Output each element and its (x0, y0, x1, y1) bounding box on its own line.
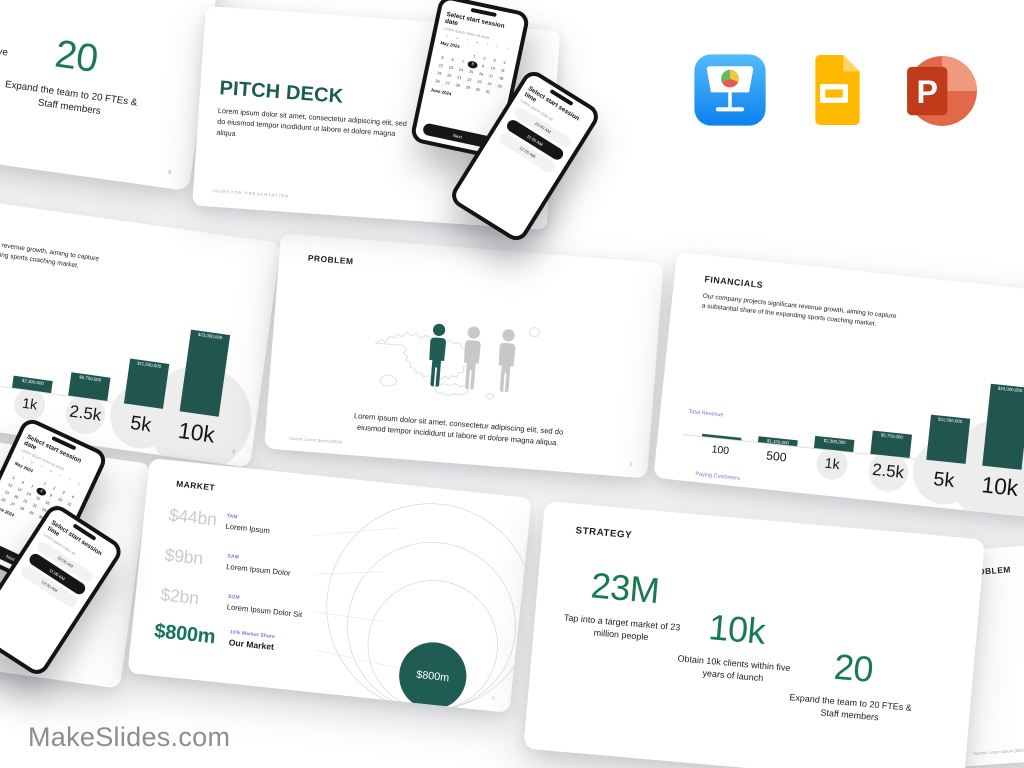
pitch-deck-footer: INVESTOR PRESENTATION (212, 188, 290, 199)
google-slides-icon[interactable] (806, 46, 862, 134)
x-tick-1k: 1k (823, 455, 841, 473)
x-tick-2.5k: 2.5k (68, 401, 103, 425)
source-note: Source: Lorem Ipsum (2024) (973, 747, 1024, 757)
svg-text:P: P (916, 74, 938, 110)
revenue-bar-500: $1,150,000 (758, 436, 798, 447)
revenue-bar-1k: $2,300,000 (814, 435, 855, 453)
stat-value: 20 (832, 646, 875, 690)
person-icon (463, 326, 481, 390)
revenue-bar-5k: $11,500,000 (926, 414, 971, 464)
pitch-deck-title: PITCH DECK (218, 76, 345, 108)
stat-caption: Tap into a target market of 23 million p… (563, 612, 681, 643)
revenue-bar-10k: $23,000,000 (982, 383, 1024, 470)
bar-value-label: $11,500,000 (136, 360, 162, 370)
revenue-bar-chart: 100 $1,150,000 500 $2,300,000 1k $5,750,000 2.… (653, 252, 1024, 520)
revenue-bar-1k: $2,300,000 (12, 375, 53, 394)
slide-card-problem[interactable]: PROBLEM Lorem ipsum d (264, 233, 664, 479)
calendar-day[interactable]: 31 (485, 89, 491, 95)
stat-value: 20 (52, 31, 101, 81)
source-note: Source: Lorem Ipsum (2024) (288, 435, 343, 445)
slide-card-market[interactable]: MARKET $44bn TAM Lorem Ipsum $9bn SAM Lo… (127, 458, 532, 713)
bubble-label: $800m (416, 669, 450, 684)
pitch-deck-subtitle: Lorem ipsum dolor sit amet, consectetur … (216, 106, 408, 138)
bar-value-label: $23,000,000 (997, 385, 1023, 394)
bar-value-label: $5,750,000 (78, 374, 102, 383)
makeslides-logo[interactable]: MakeSlides.com (28, 722, 231, 752)
person-icon (498, 329, 516, 393)
bar-value-label: $2,300,000 (823, 438, 846, 446)
stat-caption: Obtain 10k clients within five years of … (677, 653, 791, 684)
bar-value-label: $5,750,000 (880, 432, 904, 440)
slide-card-financials[interactable]: FINANCIALS Our company projects signific… (653, 252, 1024, 520)
stat-caption: Expand the team to 20 FTEs & Staff membe… (789, 692, 913, 723)
stat-value: 23M (589, 564, 661, 612)
stat-caption: Obtain 10k clients within five years of … (0, 30, 9, 59)
person-icon-highlighted (429, 323, 446, 387)
page-number: 9 (167, 169, 172, 176)
bar-value-label: $1,150,000 (766, 438, 790, 446)
revenue-bar-5k: $11,500,000 (123, 358, 170, 409)
page-number: 3 (629, 461, 633, 467)
calendar-day[interactable]: 25 (497, 84, 503, 89)
bar-value-label: $2,300,000 (21, 378, 45, 387)
powerpoint-icon[interactable]: P (895, 48, 981, 134)
weekday: S (505, 46, 510, 52)
audience-figures (420, 321, 523, 396)
slide-card-strategy[interactable]: STRATEGY 23M Tap into a target market of… (523, 501, 985, 768)
our-market-bubble (399, 642, 467, 710)
stat-caption: Expand the team to 20 FTEs & Staff membe… (4, 78, 138, 117)
x-tick-100: 100 (711, 443, 730, 457)
market-funnel-circles: $800m (313, 503, 532, 711)
slide-card-strategy-crop[interactable]: STRATEGY 23M Tap into a target market of… (0, 0, 227, 192)
revenue-bar-2.5k: $5,750,000 (870, 430, 912, 459)
revenue-bar-100 (701, 433, 742, 441)
page-number: 5 (492, 695, 495, 701)
stat-value: 10k (707, 606, 767, 652)
slide-title: PROBLEM (307, 253, 354, 267)
bar-value-label: $11,500,000 (937, 416, 963, 425)
bar-value-label: $23,000,000 (197, 331, 223, 341)
slide-title: STRATEGY (575, 524, 633, 541)
x-tick-2.5k: 2.5k (871, 460, 905, 482)
keynote-icon[interactable] (692, 52, 768, 128)
x-tick-500: 500 (765, 448, 788, 465)
